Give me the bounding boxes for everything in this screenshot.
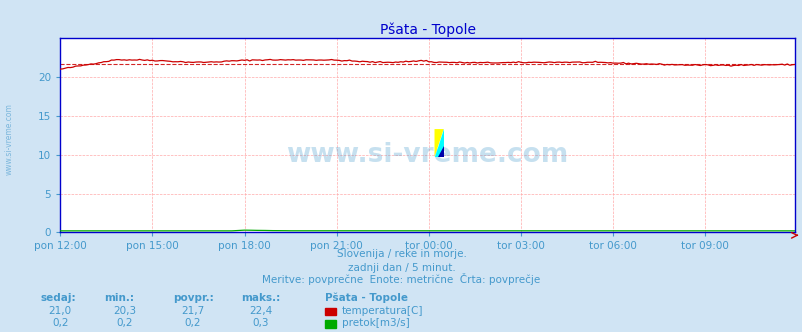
Text: Meritve: povprečne  Enote: metrične  Črta: povprečje: Meritve: povprečne Enote: metrične Črta:… (262, 273, 540, 285)
Text: www.si-vreme.com: www.si-vreme.com (286, 142, 568, 168)
Text: zadnji dan / 5 minut.: zadnji dan / 5 minut. (347, 263, 455, 273)
Text: maks.:: maks.: (241, 293, 280, 303)
Text: povpr.:: povpr.: (172, 293, 213, 303)
Polygon shape (434, 129, 444, 157)
Polygon shape (434, 129, 444, 157)
Text: min.:: min.: (104, 293, 134, 303)
Text: 0,2: 0,2 (116, 318, 132, 328)
Text: 0,2: 0,2 (184, 318, 200, 328)
Text: 0,2: 0,2 (52, 318, 68, 328)
Title: Pšata - Topole: Pšata - Topole (379, 23, 475, 37)
Text: 0,3: 0,3 (253, 318, 269, 328)
Text: 22,4: 22,4 (249, 306, 272, 316)
Text: 21,0: 21,0 (49, 306, 71, 316)
Text: temperatura[C]: temperatura[C] (342, 306, 423, 316)
Text: 21,7: 21,7 (181, 306, 204, 316)
Text: Slovenija / reke in morje.: Slovenija / reke in morje. (336, 249, 466, 259)
Text: 20,3: 20,3 (113, 306, 136, 316)
Polygon shape (438, 146, 444, 157)
Text: www.si-vreme.com: www.si-vreme.com (5, 104, 14, 175)
Text: Pšata - Topole: Pšata - Topole (325, 293, 407, 303)
Text: sedaj:: sedaj: (40, 293, 75, 303)
Text: pretok[m3/s]: pretok[m3/s] (342, 318, 409, 328)
